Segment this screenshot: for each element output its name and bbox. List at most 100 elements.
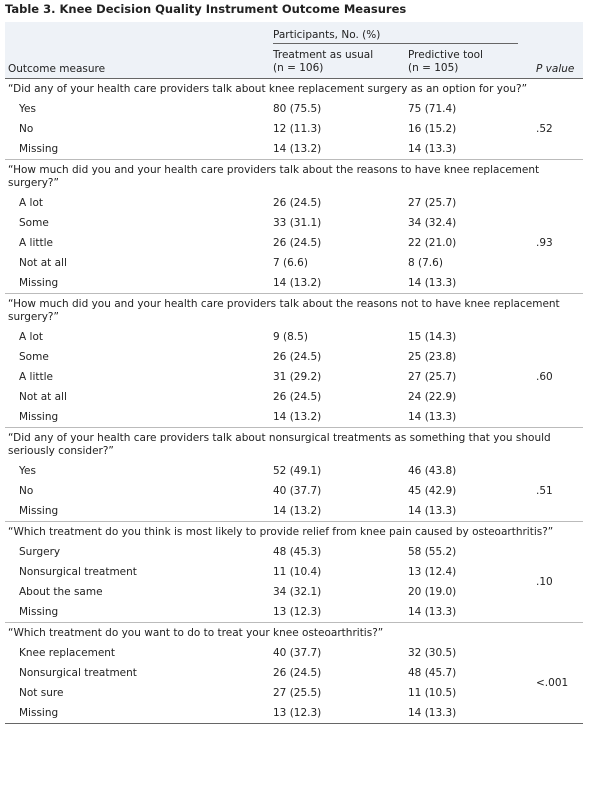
- treatment-as-usual: 14 (13.2): [273, 143, 322, 155]
- question: “Did any of your health care providers t…: [8, 83, 528, 95]
- option-label: Missing: [19, 143, 59, 155]
- p-value: .93: [536, 237, 553, 249]
- predictive-tool: 16 (15.2): [408, 123, 457, 135]
- option-row: A lot 9 (8.5) 15 (14.3) .60: [5, 327, 583, 383]
- option-label: A little: [19, 237, 53, 249]
- option-row: Nonsurgical treatment 26 (24.5) 48 (45.7): [5, 663, 583, 683]
- header-cell: Outcome measure: [5, 46, 273, 79]
- option-label: Surgery: [19, 546, 61, 558]
- option-row: Not sure 27 (25.5) 11 (10.5): [5, 683, 583, 703]
- treatment-as-usual: 9 (8.5): [273, 331, 308, 343]
- treatment-as-usual: 52 (49.1): [273, 465, 322, 477]
- table-foot: [5, 723, 583, 724]
- p-value: .51: [536, 485, 553, 497]
- option-label: Nonsurgical treatment: [19, 667, 137, 679]
- predictive-tool: 8 (7.6): [408, 257, 443, 269]
- predictive-tool: 58 (55.2): [408, 546, 457, 558]
- table-title: Table 3. Knee Decision Quality Instrumen…: [5, 2, 407, 16]
- question-row: “How much did you and your health care p…: [5, 159, 583, 193]
- option-row: Surgery 48 (45.3) 58 (55.2) .10: [5, 542, 583, 588]
- header-row: Participants, No. (%): [5, 22, 583, 46]
- option-row: Missing 13 (12.3) 14 (13.3): [5, 602, 583, 623]
- header-cell: [528, 22, 583, 46]
- option-label: Knee replacement: [19, 647, 116, 659]
- option-label: No: [19, 485, 34, 497]
- option-row: Missing 13 (12.3) 14 (13.3): [5, 703, 583, 724]
- treatment-as-usual: 14 (13.2): [273, 411, 322, 423]
- group-header: Participants, No. (%): [273, 29, 518, 44]
- treatment-as-usual: 11 (10.4): [273, 566, 322, 578]
- predictive-tool: 32 (30.5): [408, 647, 457, 659]
- option-label: About the same: [19, 586, 103, 598]
- question-row: “Which treatment do you want to do to tr…: [5, 622, 583, 643]
- predictive-tool: 24 (22.9): [408, 391, 457, 403]
- treatment-as-usual: 26 (24.5): [273, 351, 322, 363]
- option-label: A lot: [19, 197, 43, 209]
- option-label: Missing: [19, 606, 59, 618]
- option-row: Missing 14 (13.2) 14 (13.3): [5, 407, 583, 428]
- option-row: A little 26 (24.5) 22 (21.0): [5, 233, 583, 253]
- option-row: Missing 14 (13.2) 14 (13.3): [5, 501, 583, 522]
- treatment-as-usual: 26 (24.5): [273, 237, 322, 249]
- option-row: Not at all 26 (24.5) 24 (22.9): [5, 387, 583, 407]
- column-header: (n = 105): [408, 62, 459, 74]
- table: Participants, No. (%) Outcome measure Tr…: [5, 22, 583, 724]
- p-value: .10: [536, 576, 553, 588]
- predictive-tool: 75 (71.4): [408, 103, 457, 115]
- treatment-as-usual: 40 (37.7): [273, 647, 322, 659]
- question-row: “Did any of your health care providers t…: [5, 79, 583, 100]
- column-header: Treatment as usual: [273, 49, 374, 61]
- option-label: A little: [19, 371, 53, 383]
- option-row: Missing 14 (13.2) 14 (13.3): [5, 139, 583, 160]
- option-row: Not at all 7 (6.6) 8 (7.6): [5, 253, 583, 273]
- treatment-as-usual: 13 (12.3): [273, 707, 322, 719]
- p-value: .52: [536, 123, 553, 135]
- option-row: Nonsurgical treatment 11 (10.4) 13 (12.4): [5, 562, 583, 582]
- option-label: A lot: [19, 331, 43, 343]
- predictive-tool: 48 (45.7): [408, 667, 457, 679]
- treatment-as-usual: 7 (6.6): [273, 257, 308, 269]
- header-cell: [5, 22, 273, 46]
- predictive-tool: 45 (42.9): [408, 485, 457, 497]
- predictive-tool: 14 (13.3): [408, 606, 457, 618]
- option-label: Missing: [19, 505, 59, 517]
- predictive-tool: 34 (32.4): [408, 217, 457, 229]
- predictive-tool: 14 (13.3): [408, 505, 457, 517]
- predictive-tool: 14 (13.3): [408, 277, 457, 289]
- option-row: A lot 26 (24.5) 27 (25.7) .93: [5, 193, 583, 249]
- option-row: Missing 14 (13.2) 14 (13.3): [5, 273, 583, 294]
- predictive-tool: 27 (25.7): [408, 371, 457, 383]
- predictive-tool: 46 (43.8): [408, 465, 457, 477]
- predictive-tool: 14 (13.3): [408, 707, 457, 719]
- option-row: A little 31 (29.2) 27 (25.7): [5, 367, 583, 387]
- option-label: Yes: [19, 465, 36, 477]
- column-header: Predictive tool: [408, 49, 483, 61]
- option-label: Missing: [19, 277, 59, 289]
- header-cell: P value: [528, 46, 583, 79]
- predictive-tool: 13 (12.4): [408, 566, 457, 578]
- treatment-as-usual: 26 (24.5): [273, 391, 322, 403]
- predictive-tool: 15 (14.3): [408, 331, 457, 343]
- treatment-as-usual: 14 (13.2): [273, 277, 322, 289]
- question: “Which treatment do you think is most li…: [5, 521, 583, 542]
- option-row: No 12 (11.3) 16 (15.2): [5, 119, 583, 139]
- foot-cell: [5, 723, 583, 724]
- treatment-as-usual: 26 (24.5): [273, 667, 322, 679]
- option-label: Not sure: [19, 687, 64, 699]
- header-cell: Participants, No. (%): [273, 22, 528, 46]
- treatment-as-usual: 31 (29.2): [273, 371, 322, 383]
- treatment-as-usual: 14 (13.2): [273, 505, 322, 517]
- option-label: Not at all: [19, 257, 67, 269]
- treatment-as-usual: 27 (25.5): [273, 687, 322, 699]
- option-label: Some: [19, 217, 49, 229]
- predictive-tool: 14 (13.3): [408, 411, 457, 423]
- table-header: Participants, No. (%) Outcome measure Tr…: [5, 22, 583, 79]
- predictive-tool: 14 (13.3): [408, 143, 457, 155]
- option-label: Not at all: [19, 391, 67, 403]
- option-label: Nonsurgical treatment: [19, 566, 137, 578]
- question: “Which treatment do you want to do to tr…: [5, 622, 583, 643]
- predictive-tool: 20 (19.0): [408, 586, 457, 598]
- column-header: Outcome measure: [8, 63, 106, 75]
- predictive-tool: 11 (10.5): [408, 687, 457, 699]
